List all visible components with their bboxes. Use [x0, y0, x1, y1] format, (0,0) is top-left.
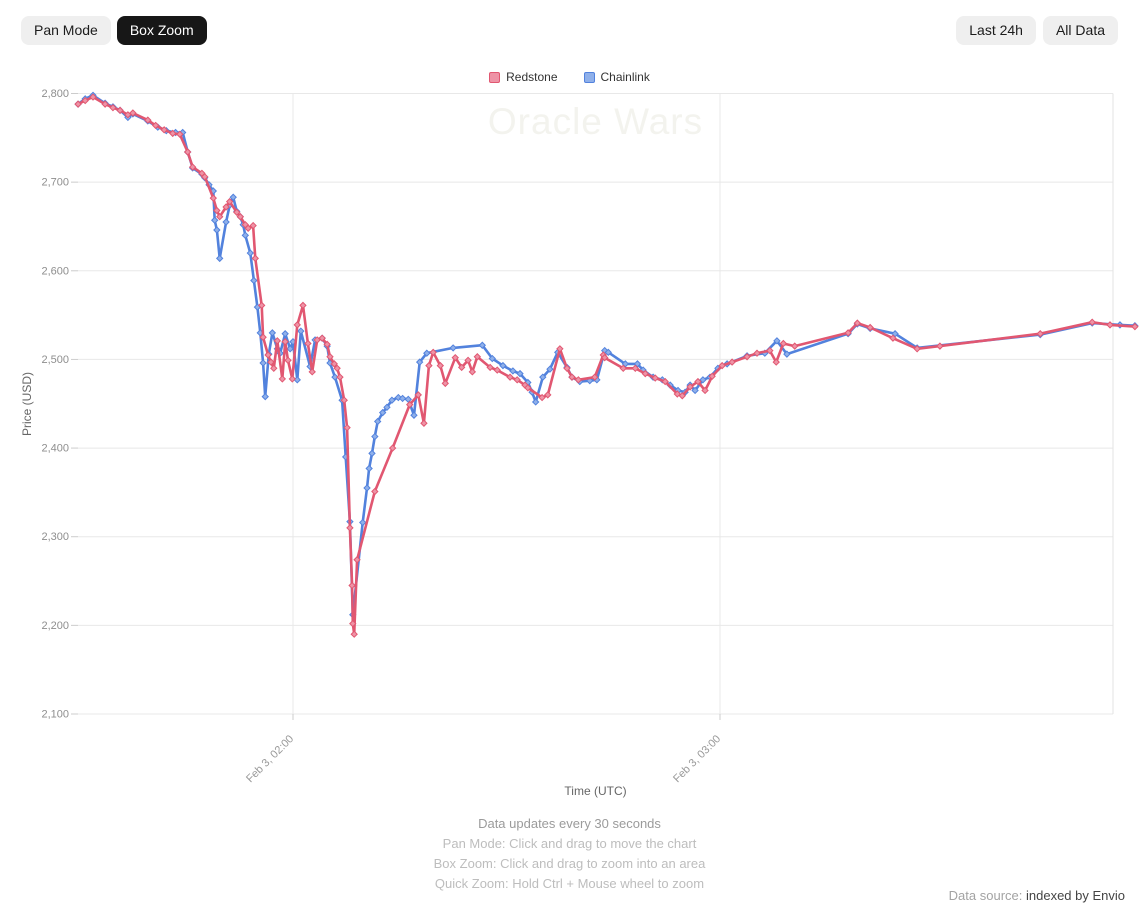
redstone-markers	[74, 93, 1139, 638]
mode-toolbar: Pan Mode Box Zoom	[21, 16, 207, 45]
redstone-swatch-icon	[489, 71, 501, 83]
legend-item-redstone[interactable]: Redstone	[489, 70, 558, 84]
y-tick-label: 2,800	[41, 88, 69, 100]
data-source-label: Data source:	[948, 888, 1026, 903]
y-tick-label: 2,600	[41, 265, 69, 277]
x-axis-title: Time (UTC)	[564, 784, 627, 798]
pan-mode-button[interactable]: Pan Mode	[21, 16, 111, 45]
y-tick-label: 2,100	[41, 709, 69, 721]
y-tick-label: 2,700	[41, 177, 69, 189]
y-axis-title: Price (USD)	[20, 371, 34, 437]
note-quick-zoom: Quick Zoom: Hold Ctrl + Mouse wheel to z…	[434, 876, 705, 891]
data-source-value[interactable]: indexed by Envio	[1025, 888, 1125, 903]
chart-help-notes: Data updates every 30 seconds Pan Mode: …	[0, 814, 1139, 894]
y-tick-label: 2,200	[41, 620, 69, 632]
chainlink-swatch-icon	[583, 71, 595, 83]
series-redstone	[74, 93, 1139, 638]
note-pan-mode: Pan Mode: Click and drag to move the cha…	[442, 836, 697, 851]
note-box-zoom: Box Zoom: Click and drag to zoom into an…	[433, 856, 706, 871]
y-tick-label: 2,400	[41, 443, 69, 455]
legend-label-redstone: Redstone	[506, 70, 558, 84]
legend-item-chainlink[interactable]: Chainlink	[583, 70, 650, 84]
chart-legend: Redstone Chainlink	[0, 70, 1139, 84]
gridlines: 2,800 2,700 2,600 2,500 2,400 2,300 2,200 2,100	[41, 88, 1114, 721]
legend-label-chainlink: Chainlink	[600, 70, 650, 84]
box-zoom-button[interactable]: Box Zoom	[116, 16, 207, 45]
range-toolbar: Last 24h All Data	[956, 16, 1118, 45]
note-update-interval: Data updates every 30 seconds	[478, 816, 661, 831]
data-source: Data source: indexed by Envio	[949, 888, 1125, 903]
all-data-button[interactable]: All Data	[1042, 16, 1118, 45]
last-24h-button[interactable]: Last 24h	[956, 16, 1036, 45]
y-tick-label: 2,300	[41, 531, 69, 543]
y-tick-label: 2,500	[41, 354, 69, 366]
